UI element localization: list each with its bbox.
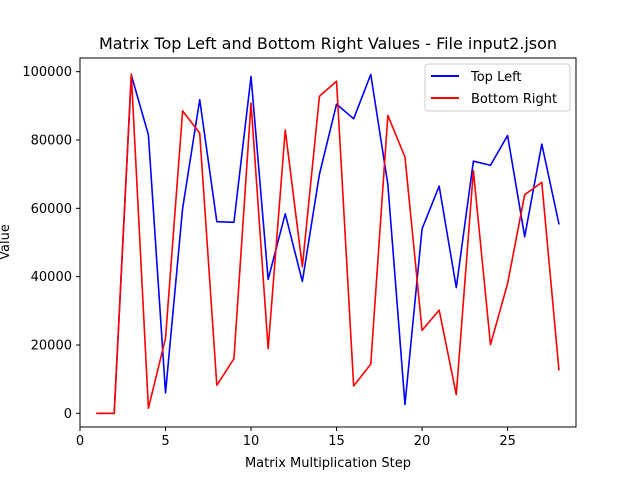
x-tick-label: 20 [414,434,431,449]
y-tick-label: 20000 [31,339,72,354]
legend-label-top-left: Top Left [470,70,522,85]
legend-label-bottom-right: Bottom Right [471,92,557,107]
chart-title: Matrix Top Left and Bottom Right Values … [99,34,557,53]
series-line-bottom-right [96,73,560,415]
y-tick-label: 0 [64,407,72,422]
x-tick-label: 25 [499,434,516,449]
y-tick-label: 40000 [31,270,72,285]
y-tick-label: 80000 [31,134,72,149]
axis-ticks: 0 5 10 15 20 25 0 20000 40000 60000 80000 100000 [22,65,516,449]
legend: Top Left Bottom Right [424,63,571,112]
x-tick-label: 0 [76,434,84,449]
x-tick-label: 5 [161,434,169,449]
series-lines [96,73,560,415]
series-line-top-left [96,73,560,415]
y-axis-title: Value [0,224,13,260]
x-tick-label: 10 [243,434,260,449]
y-tick-label: 60000 [31,202,72,217]
x-tick-label: 15 [328,434,345,449]
plot-frame [79,57,577,428]
x-axis-title: Matrix Multiplication Step [245,456,411,471]
legend-box [424,63,571,112]
y-tick-label: 100000 [22,65,72,80]
